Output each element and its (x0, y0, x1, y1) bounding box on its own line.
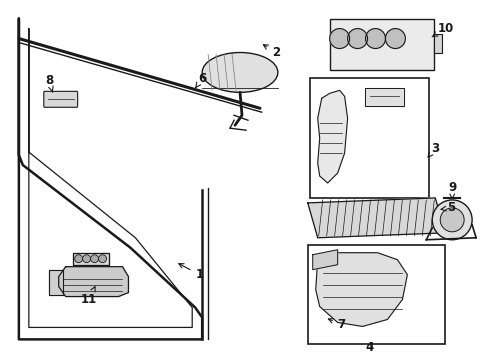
Text: 11: 11 (81, 287, 97, 306)
Polygon shape (73, 253, 108, 265)
Text: 2: 2 (263, 45, 280, 59)
Polygon shape (313, 250, 338, 270)
Circle shape (440, 208, 464, 232)
Circle shape (366, 28, 386, 49)
FancyBboxPatch shape (44, 91, 77, 107)
Text: 5: 5 (441, 201, 456, 215)
Text: 3: 3 (428, 141, 440, 157)
Text: 7: 7 (328, 318, 346, 331)
Circle shape (74, 255, 83, 263)
Text: 4: 4 (366, 341, 374, 354)
Text: 1: 1 (179, 264, 203, 281)
Circle shape (98, 255, 106, 263)
Bar (330, 19, 434, 71)
Circle shape (386, 28, 405, 49)
Circle shape (330, 28, 349, 49)
Circle shape (83, 255, 91, 263)
Polygon shape (365, 88, 404, 106)
Text: 9: 9 (448, 181, 456, 199)
Ellipse shape (202, 53, 278, 92)
Circle shape (91, 255, 98, 263)
Text: 8: 8 (45, 74, 53, 92)
Polygon shape (316, 253, 407, 327)
Circle shape (432, 200, 472, 240)
Polygon shape (318, 90, 347, 183)
Circle shape (347, 28, 368, 49)
Bar (310, 78, 429, 198)
Text: 6: 6 (196, 72, 206, 88)
Polygon shape (49, 270, 63, 294)
Text: 10: 10 (432, 22, 454, 37)
Bar (308, 245, 445, 345)
Polygon shape (308, 198, 445, 238)
Bar (434, 33, 442, 54)
Polygon shape (59, 267, 128, 297)
